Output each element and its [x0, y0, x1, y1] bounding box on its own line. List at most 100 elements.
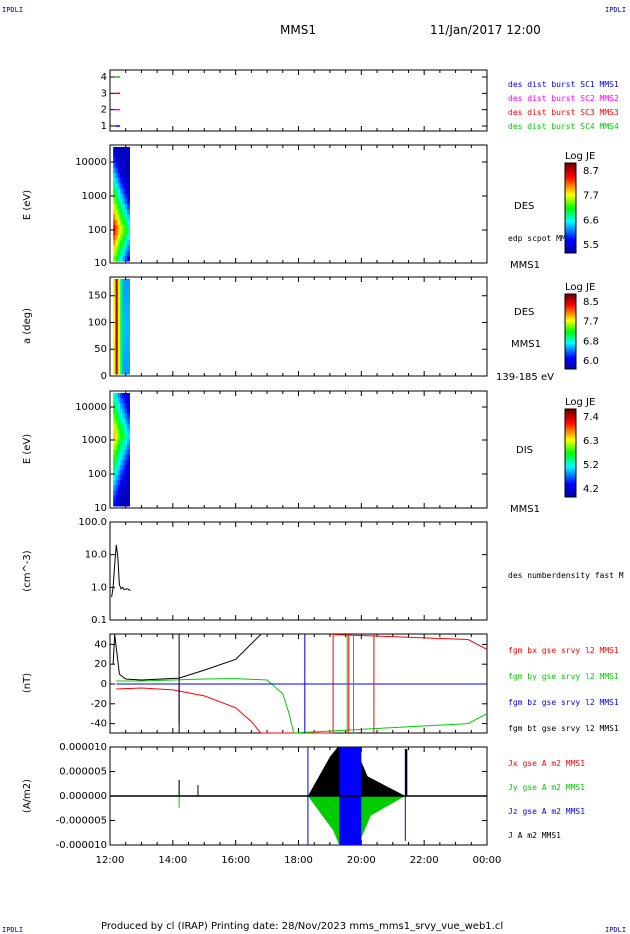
spectrogram-cell [122, 193, 126, 200]
spectrogram-cell [117, 454, 121, 461]
spectrogram-cell [120, 250, 123, 257]
spectrogram-cell [117, 408, 121, 415]
spectrogram-cell [115, 219, 119, 226]
spectrogram-cell [115, 167, 119, 174]
spectrogram-cell [122, 240, 126, 246]
corner-label-top-right: IPDLI [605, 6, 626, 14]
spectrogram-cell [117, 304, 121, 310]
spectrogram-cell [115, 361, 119, 366]
spectrogram-cell [117, 322, 121, 327]
spectrogram-cell [117, 339, 121, 345]
des-energy-scpot-label: edp scpot MMS1 [508, 234, 576, 243]
spectrogram-cell [124, 198, 128, 205]
spectrogram-cell [115, 235, 119, 241]
spectrogram-cell [115, 188, 119, 195]
dis-energy-instrument-label: DIS [516, 445, 533, 456]
spectrogram-cell [113, 300, 116, 306]
spectrogram-cell [120, 183, 123, 189]
current-ylabel: (A/m2) [22, 779, 33, 813]
spectrogram-cell [124, 304, 128, 310]
spectrogram-cell [127, 193, 130, 200]
spectrogram-cell [120, 291, 123, 297]
corner-label-bottom-right: IPDLI [605, 926, 626, 934]
spectrogram-cell [124, 229, 128, 236]
spectrogram-cell [113, 449, 116, 456]
corner-label-bottom-left: IPDLI [2, 926, 23, 934]
spectrogram-cell [120, 209, 123, 215]
spectrogram-cell [122, 348, 126, 353]
spectrogram-cell [113, 335, 116, 340]
spectrogram-cell [120, 464, 123, 471]
spectrogram-cell [127, 408, 130, 415]
spectrogram-cell [122, 449, 126, 456]
spectrogram-cell [117, 152, 121, 158]
spectrogram-cell [122, 343, 126, 349]
spectrogram-cell [122, 147, 126, 153]
spectrogram-cell [113, 454, 116, 461]
spectrogram-cell [115, 255, 119, 262]
x-tick-label: 00:00 [473, 855, 502, 866]
spectrogram-cell [124, 490, 128, 497]
spectrogram-cell [113, 198, 116, 205]
spectrogram-cell [115, 449, 119, 456]
spectrogram-cell [127, 287, 130, 293]
spectrogram-cell [120, 439, 123, 445]
spectrogram-cell [117, 172, 121, 179]
spectrogram-cell [115, 313, 119, 319]
spectrogram-cell [117, 224, 121, 231]
spectrogram-cell [115, 434, 119, 440]
x-tick-label: 14:00 [158, 855, 187, 866]
spectrogram-cell [113, 413, 116, 420]
spectrogram-cell [120, 188, 123, 195]
spectrogram-cell [115, 408, 119, 415]
spectrogram-cell [115, 326, 119, 332]
spectrogram-cell [124, 214, 128, 221]
spectrogram-cell [124, 188, 128, 195]
burst-legend-label: des dist burst SC3 MMS3 [508, 108, 619, 117]
spectrogram-cell [113, 152, 116, 158]
spectrogram-cell [120, 343, 123, 349]
spectrogram-cell [113, 167, 116, 174]
spectrogram-cell [124, 475, 128, 481]
spectrogram-cell [127, 283, 130, 289]
des-energy-panel-frame [109, 144, 488, 264]
spectrogram-cell [124, 423, 128, 430]
spectrogram-cell [122, 475, 126, 481]
spectrogram-cell [127, 330, 130, 336]
spectrogram-cell [117, 209, 121, 215]
spectrogram-cell [120, 330, 123, 336]
spectrogram-cell [117, 365, 121, 371]
spectrogram-cell [122, 403, 126, 409]
colorbar-title: Log JE [565, 397, 595, 408]
spectrogram-cell [122, 188, 126, 195]
spectrogram-cell [117, 245, 121, 252]
spectrogram-cell [127, 296, 130, 302]
spectrogram-cell [124, 470, 128, 476]
panels-group: 1 2 3 4 des dist burst SC1 MMS1 des dist burs… [22, 69, 624, 866]
spectrogram-cell [117, 296, 121, 302]
spectrogram-cell [115, 365, 119, 371]
spectrogram-cell [120, 219, 123, 226]
spectrogram-cell [122, 313, 126, 319]
spectrogram-cell [120, 335, 123, 340]
bfield-y-tick-label: 40 [94, 639, 107, 650]
bfield-legend-label: fgm bz gse srvy l2 MMS1 [508, 698, 619, 707]
des-pitch-y-tick-label: 150 [88, 291, 107, 302]
spectrogram-cell [120, 470, 123, 476]
density-y-tick-label: 0.1 [91, 615, 107, 626]
colorbar [564, 408, 577, 498]
spectrogram-cell [117, 188, 121, 195]
spectrogram-cell [127, 250, 130, 257]
spectrogram-cell [124, 326, 128, 332]
spectrogram-cell [127, 229, 130, 236]
spectrogram-cell [127, 279, 130, 284]
spectrogram-cell [122, 172, 126, 179]
spectrogram-cell [120, 229, 123, 236]
colorbar-tick-label: 6.3 [583, 436, 599, 447]
colorbar-tick-label: 6.6 [583, 215, 599, 226]
spectrogram-cell [127, 255, 130, 262]
spectrogram-cell [127, 183, 130, 189]
spectrogram-cell [127, 326, 130, 332]
spectrogram-cell [120, 393, 123, 399]
current-y-tick-label: -0.000010 [56, 840, 107, 851]
